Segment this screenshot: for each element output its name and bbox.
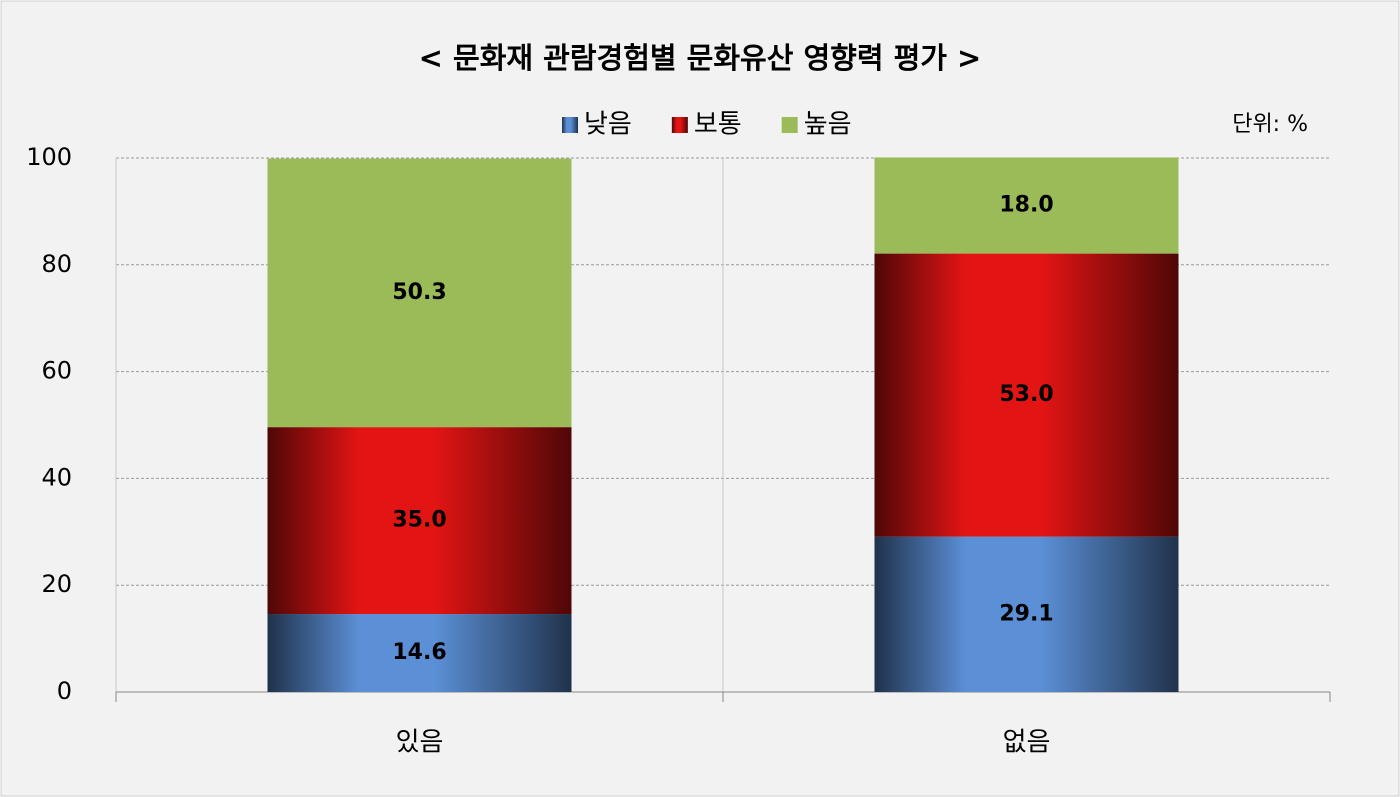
legend-label: 낮음 [584, 110, 632, 140]
bar-segment [874, 253, 1179, 537]
legend-swatch [781, 117, 798, 133]
bar-segment [874, 536, 1179, 692]
bar-segment [874, 157, 1179, 254]
value-label: 18.0 [999, 193, 1053, 218]
unit-note: 단위: % [1232, 112, 1308, 137]
y-tick-label: 40 [41, 463, 72, 491]
legend-label: 보통 [694, 110, 742, 140]
x-tick-label: 있음 [396, 728, 444, 758]
y-tick-label: 0 [57, 677, 72, 705]
value-label: 50.3 [392, 280, 446, 305]
legend-swatch [562, 117, 578, 133]
value-label: 29.1 [999, 601, 1053, 626]
bar-segment [267, 427, 572, 615]
y-tick-label: 20 [41, 570, 72, 598]
bar-segment [267, 614, 572, 692]
bar-segment [267, 158, 572, 428]
x-tick-label: 없음 [1003, 728, 1051, 758]
value-label: 14.6 [392, 640, 446, 665]
chart-title: < 문화재 관람경험별 문화유산 영향력 평가 > [419, 41, 982, 75]
legend-swatch [671, 117, 688, 133]
y-tick-label: 80 [41, 250, 72, 278]
value-label: 53.0 [999, 382, 1053, 407]
y-tick-label: 60 [41, 357, 72, 385]
value-label: 35.0 [392, 508, 446, 533]
y-tick-label: 100 [26, 143, 72, 171]
legend-label: 높음 [804, 110, 852, 140]
